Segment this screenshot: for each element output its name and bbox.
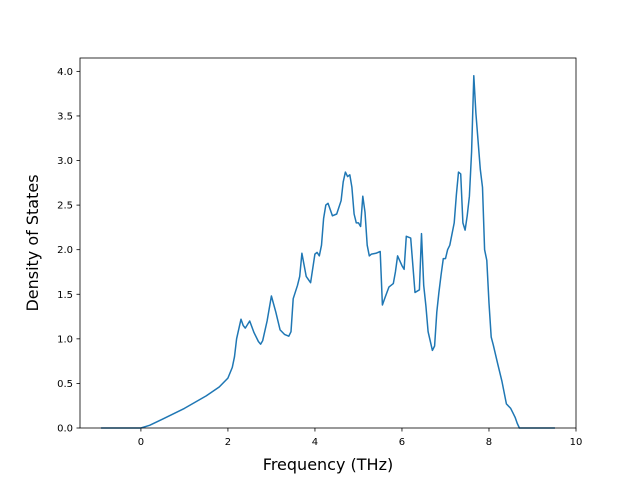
y-tick-label: 2.5 bbox=[57, 201, 73, 212]
y-tick-label: 0.5 bbox=[57, 379, 73, 390]
y-tick-label: 4.0 bbox=[57, 67, 73, 78]
dos-series-line bbox=[101, 75, 555, 429]
x-tick-label: 6 bbox=[399, 437, 405, 448]
y-tick-label: 1.0 bbox=[57, 334, 73, 345]
x-axis-ticks: 0 2 4 6 8 10 bbox=[138, 428, 583, 448]
x-tick-label: 4 bbox=[312, 437, 318, 448]
plot-frame bbox=[79, 57, 577, 429]
x-axis-label: Frequency (THz) bbox=[263, 455, 393, 474]
x-tick-label: 8 bbox=[486, 437, 492, 448]
y-axis-label: Density of States bbox=[23, 174, 42, 311]
y-tick-label: 2.0 bbox=[57, 245, 73, 256]
y-tick-label: 0.0 bbox=[57, 424, 73, 435]
y-tick-label: 3.0 bbox=[57, 156, 73, 167]
y-tick-label: 1.5 bbox=[57, 290, 73, 301]
y-axis-ticks: 0.0 0.5 1.0 1.5 2.0 2.5 3.0 3.5 4.0 bbox=[57, 67, 80, 435]
x-tick-label: 0 bbox=[138, 437, 144, 448]
x-tick-label: 2 bbox=[225, 437, 231, 448]
plot-area bbox=[80, 58, 576, 428]
x-tick-label: 10 bbox=[570, 437, 583, 448]
y-tick-label: 3.5 bbox=[57, 111, 73, 122]
